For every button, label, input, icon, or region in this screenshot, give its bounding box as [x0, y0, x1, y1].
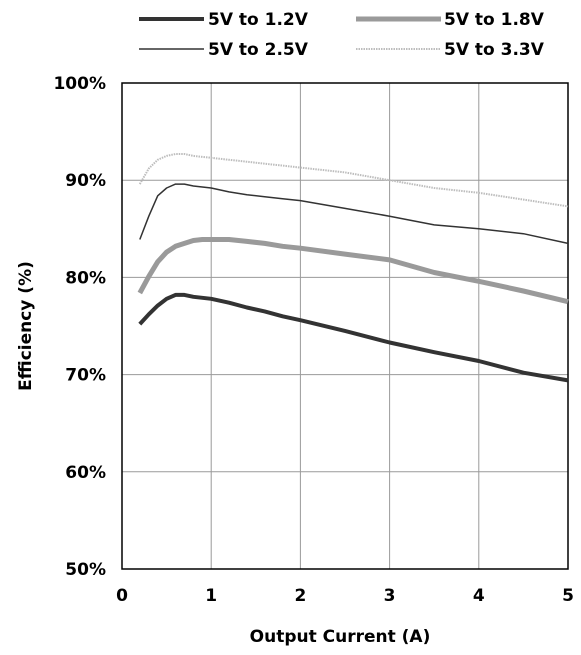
x-tick-label: 2 — [294, 586, 306, 606]
y-tick-label: 80% — [65, 268, 106, 288]
y-tick-label: 90% — [65, 171, 106, 191]
y-tick-label: 70% — [65, 366, 106, 386]
series-line-3 — [139, 183, 569, 245]
x-tick-label: 0 — [116, 586, 128, 606]
legend-label-3: 5V to 2.5V — [208, 40, 309, 60]
series-lines — [137, 153, 569, 383]
series-line-2 — [137, 237, 569, 305]
y-axis-title: Efficiency (%) — [16, 261, 36, 391]
y-axis-ticks: 50% 60% 70% 80% 90% 100% — [53, 74, 106, 580]
x-tick-label: 3 — [384, 586, 396, 606]
legend: 5V to 1.2V 5V to 1.8V 5V to 2.5V 5V to 3.3V — [139, 10, 545, 60]
y-tick-label: 60% — [65, 463, 106, 483]
x-tick-label: 4 — [473, 586, 485, 606]
x-tick-label: 1 — [205, 586, 217, 606]
x-tick-label: 5 — [562, 586, 574, 606]
series-line-1 — [138, 292, 569, 383]
y-tick-label: 50% — [65, 560, 106, 580]
series-line-4 — [138, 153, 569, 208]
plot-area-frame — [121, 82, 569, 570]
legend-label-2: 5V to 1.8V — [444, 10, 545, 30]
x-axis-title: Output Current (A) — [250, 627, 431, 647]
grid — [122, 83, 568, 569]
legend-label-4: 5V to 3.3V — [444, 40, 545, 60]
y-tick-label: 100% — [53, 74, 106, 94]
x-axis-ticks: 0 1 2 3 4 5 — [116, 586, 574, 606]
legend-label-1: 5V to 1.2V — [208, 10, 309, 30]
